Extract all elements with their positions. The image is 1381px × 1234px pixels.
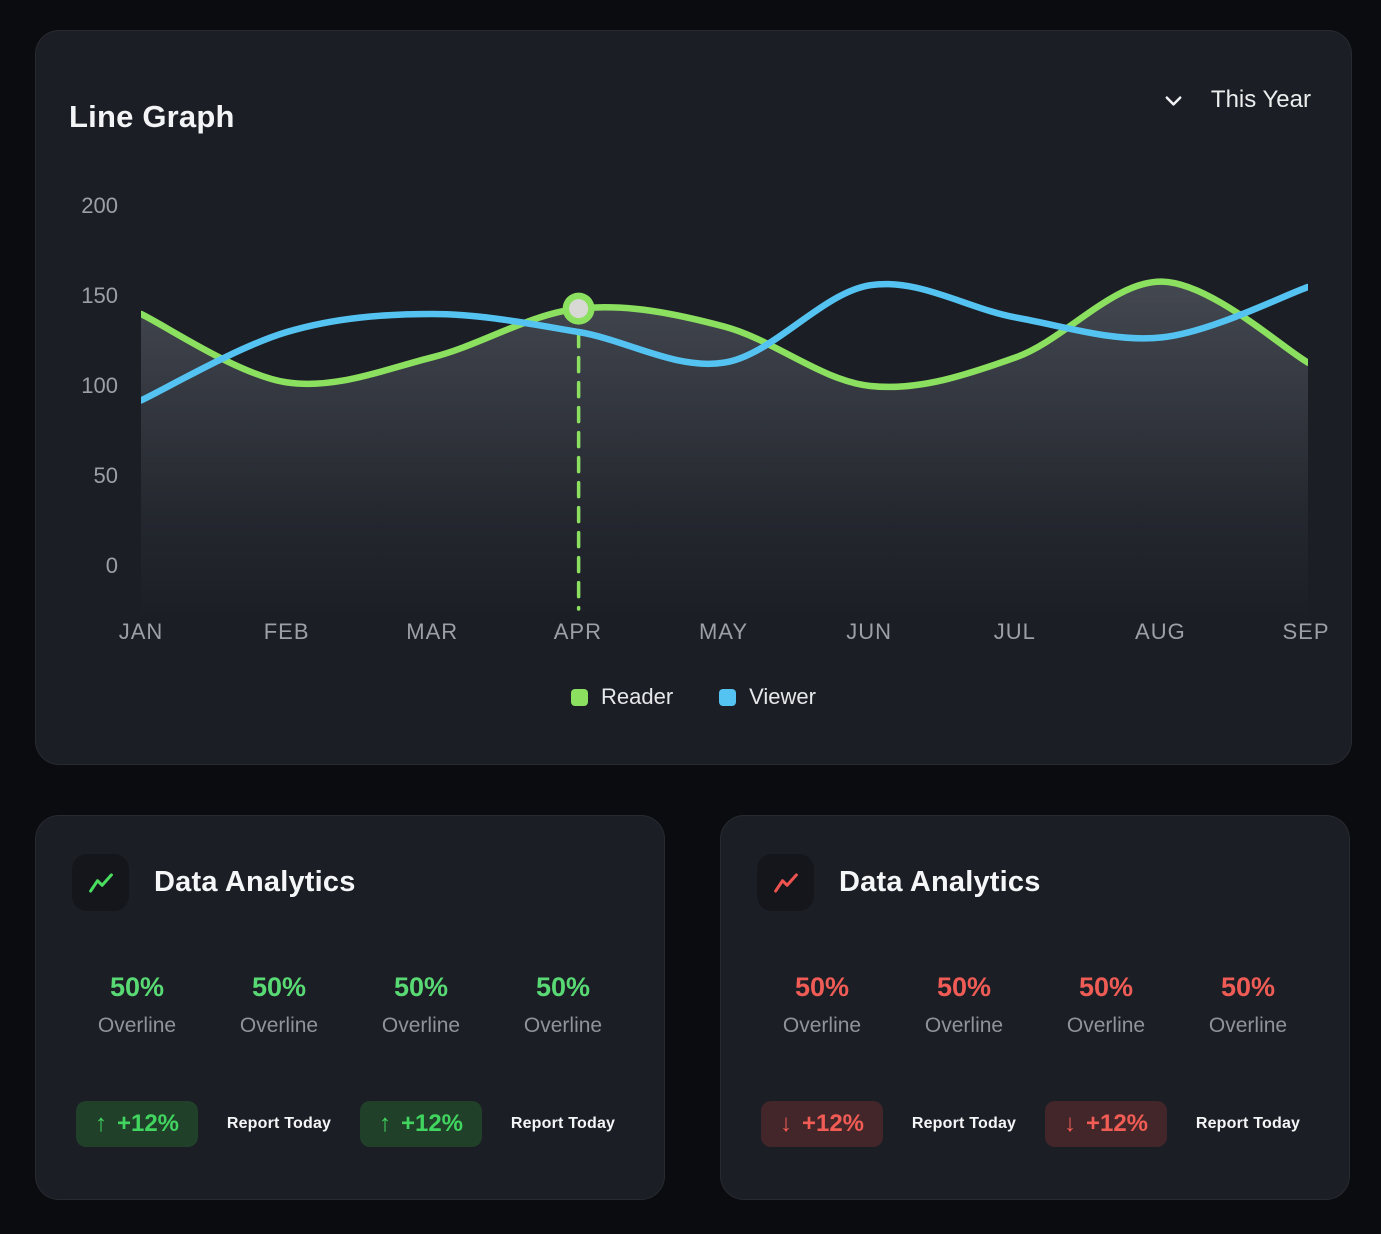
analytics-header: Data Analytics bbox=[72, 854, 356, 911]
y-axis-tick: 100 bbox=[81, 373, 118, 398]
arrow-down-icon: ↓ bbox=[779, 1110, 792, 1137]
trend-up-icon bbox=[72, 854, 129, 911]
year-filter-label: This Year bbox=[1210, 86, 1311, 113]
arrow-up-icon: ↑ bbox=[94, 1110, 107, 1137]
y-axis-tick: 0 bbox=[105, 553, 118, 578]
delta-badge-up: ↑ +12% bbox=[359, 1101, 483, 1147]
stat-label: Overline bbox=[381, 1014, 461, 1037]
stat-value: 50% bbox=[794, 972, 850, 1002]
stat-label: Overline bbox=[239, 1014, 319, 1037]
y-axis-tick: 200 bbox=[81, 193, 118, 218]
delta-value: +12% bbox=[1085, 1110, 1149, 1137]
year-filter-dropdown[interactable]: This Year bbox=[1162, 86, 1311, 114]
chart-plot-area bbox=[141, 176, 1308, 656]
x-axis-label: MAY bbox=[698, 619, 749, 644]
stat-label: Overline bbox=[97, 1014, 177, 1037]
stat-label: Overline bbox=[1208, 1014, 1288, 1037]
stat: 50% Overline bbox=[492, 972, 634, 1038]
stat: 50% Overline bbox=[350, 972, 492, 1038]
arrow-down-icon: ↓ bbox=[1063, 1110, 1076, 1137]
x-axis-label: APR bbox=[553, 619, 602, 644]
x-axis-label: SEP bbox=[1282, 619, 1330, 644]
chart-legend: Reader Viewer bbox=[36, 684, 1351, 710]
reader-swatch-icon bbox=[570, 688, 588, 706]
stat: 50% Overline bbox=[208, 972, 350, 1038]
stat-value: 50% bbox=[393, 972, 449, 1002]
stats-row: 50% Overline 50% Overline 50% Overline 5… bbox=[66, 972, 634, 1038]
stat-value: 50% bbox=[535, 972, 591, 1002]
report-today-label: Report Today bbox=[911, 1115, 1017, 1132]
badge-row: ↑ +12% Report Today ↑ +12% Report Today bbox=[66, 1086, 634, 1162]
x-axis-labels: JAN FEB MAR APR MAY JUN JUL AUG SEP bbox=[119, 619, 1329, 649]
x-axis-label: MAR bbox=[406, 619, 459, 644]
reader-line bbox=[141, 278, 1308, 391]
analytics-title: Data Analytics bbox=[839, 866, 1041, 898]
badge-row: ↓ +12% Report Today ↓ +12% Report Today bbox=[751, 1086, 1319, 1162]
highlight-marker-center bbox=[569, 299, 589, 319]
stat-label: Overline bbox=[523, 1014, 603, 1037]
delta-badge-down: ↓ +12% bbox=[760, 1101, 884, 1147]
stat-value: 50% bbox=[1078, 972, 1134, 1002]
legend-item-viewer[interactable]: Viewer bbox=[719, 684, 816, 710]
arrow-up-icon: ↑ bbox=[378, 1110, 391, 1137]
stat-label: Overline bbox=[1066, 1014, 1146, 1037]
x-axis-label: FEB bbox=[263, 619, 310, 644]
stat: 50% Overline bbox=[751, 972, 893, 1038]
x-axis-label: JUN bbox=[846, 619, 893, 644]
x-axis-label: AUG bbox=[1135, 619, 1186, 644]
trend-down-icon bbox=[757, 854, 814, 911]
viewer-line bbox=[141, 280, 1308, 404]
stats-row: 50% Overline 50% Overline 50% Overline 5… bbox=[751, 972, 1319, 1038]
stat-label: Overline bbox=[924, 1014, 1004, 1037]
legend-label-viewer: Viewer bbox=[749, 684, 816, 709]
line-chart bbox=[141, 278, 1308, 631]
analytics-header: Data Analytics bbox=[757, 854, 1041, 911]
delta-badge-up: ↑ +12% bbox=[75, 1101, 199, 1147]
delta-value: +12% bbox=[400, 1110, 464, 1137]
y-axis-tick: 150 bbox=[81, 283, 118, 308]
x-axis-label: JAN bbox=[118, 619, 164, 644]
stat: 50% Overline bbox=[1177, 972, 1319, 1038]
stat: 50% Overline bbox=[66, 972, 208, 1038]
analytics-title: Data Analytics bbox=[154, 866, 356, 898]
page-title: Line Graph bbox=[69, 98, 235, 134]
reader-area-fill bbox=[141, 281, 1308, 631]
stat-value: 50% bbox=[251, 972, 307, 1002]
legend-label-reader: Reader bbox=[600, 684, 674, 709]
stat: 50% Overline bbox=[893, 972, 1035, 1038]
delta-value: +12% bbox=[116, 1110, 180, 1137]
stat: 50% Overline bbox=[1035, 972, 1177, 1038]
y-axis-tick: 50 bbox=[93, 463, 118, 488]
report-today-label: Report Today bbox=[226, 1115, 332, 1132]
stat-value: 50% bbox=[936, 972, 992, 1002]
delta-badge-down: ↓ +12% bbox=[1044, 1101, 1168, 1147]
report-today-label: Report Today bbox=[510, 1115, 616, 1132]
stat-value: 50% bbox=[1220, 972, 1276, 1002]
data-analytics-card-down: Data Analytics 50% Overline 50% Overline… bbox=[720, 815, 1350, 1200]
viewer-swatch-icon bbox=[719, 688, 737, 706]
line-graph-card: Line Graph This Year 200 150 100 50 0 bbox=[35, 30, 1352, 765]
chevron-down-icon bbox=[1162, 89, 1185, 112]
stat-value: 50% bbox=[109, 972, 165, 1002]
data-analytics-card-up: Data Analytics 50% Overline 50% Overline… bbox=[35, 815, 665, 1200]
report-today-label: Report Today bbox=[1195, 1115, 1301, 1132]
stat-label: Overline bbox=[782, 1014, 862, 1037]
x-axis-label: JUL bbox=[993, 619, 1036, 644]
legend-item-reader[interactable]: Reader bbox=[570, 684, 674, 710]
delta-value: +12% bbox=[801, 1110, 865, 1137]
